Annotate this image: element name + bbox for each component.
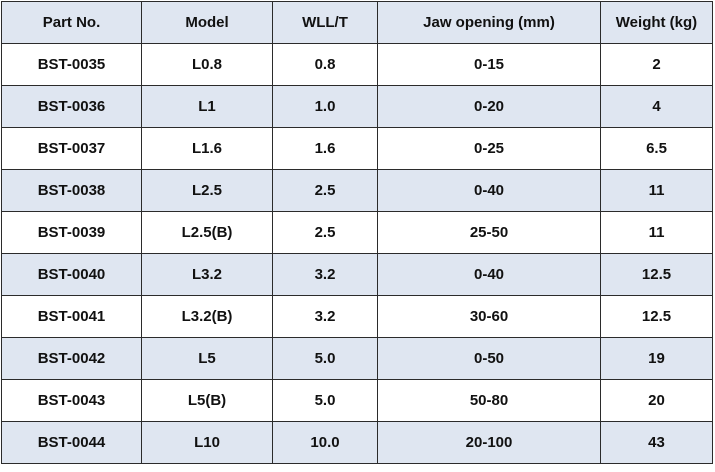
cell-wll: 1.6	[272, 127, 378, 170]
cell-model: L3.2(B)	[141, 295, 273, 338]
cell-weight: 19	[600, 337, 713, 380]
cell-wll: 0.8	[272, 43, 378, 86]
table-row: BST-0042 L5 5.0 0-50 19	[1, 337, 713, 380]
cell-part-no: BST-0040	[1, 253, 142, 296]
cell-wll: 3.2	[272, 253, 378, 296]
cell-part-no: BST-0042	[1, 337, 142, 380]
cell-model: L2.5(B)	[141, 211, 273, 254]
cell-jaw-opening: 0-40	[377, 253, 601, 296]
cell-model: L3.2	[141, 253, 273, 296]
table-row: BST-0040 L3.2 3.2 0-40 12.5	[1, 253, 713, 296]
cell-part-no: BST-0035	[1, 43, 142, 86]
cell-model: L10	[141, 421, 273, 464]
cell-model: L1	[141, 85, 273, 128]
header-wll: WLL/T	[272, 1, 378, 44]
cell-jaw-opening: 0-25	[377, 127, 601, 170]
cell-model: L5(B)	[141, 379, 273, 422]
cell-weight: 11	[600, 169, 713, 212]
cell-jaw-opening: 25-50	[377, 211, 601, 254]
table-header: Part No. Model WLL/T Jaw opening (mm) We…	[1, 1, 713, 44]
cell-model: L2.5	[141, 169, 273, 212]
cell-weight: 6.5	[600, 127, 713, 170]
header-part-no: Part No.	[1, 1, 142, 44]
table-row: BST-0037 L1.6 1.6 0-25 6.5	[1, 127, 713, 170]
cell-weight: 12.5	[600, 253, 713, 296]
cell-part-no: BST-0039	[1, 211, 142, 254]
cell-model: L1.6	[141, 127, 273, 170]
cell-jaw-opening: 20-100	[377, 421, 601, 464]
cell-jaw-opening: 50-80	[377, 379, 601, 422]
table-row: BST-0036 L1 1.0 0-20 4	[1, 85, 713, 128]
header-row: Part No. Model WLL/T Jaw opening (mm) We…	[1, 1, 713, 44]
header-model: Model	[141, 1, 273, 44]
cell-part-no: BST-0038	[1, 169, 142, 212]
table-row: BST-0044 L10 10.0 20-100 43	[1, 421, 713, 464]
table-row: BST-0039 L2.5(B) 2.5 25-50 11	[1, 211, 713, 254]
table-row: BST-0035 L0.8 0.8 0-15 2	[1, 43, 713, 86]
cell-weight: 11	[600, 211, 713, 254]
table-body: BST-0035 L0.8 0.8 0-15 2 BST-0036 L1 1.0…	[1, 43, 713, 464]
cell-jaw-opening: 0-50	[377, 337, 601, 380]
cell-wll: 2.5	[272, 211, 378, 254]
cell-part-no: BST-0044	[1, 421, 142, 464]
cell-wll: 10.0	[272, 421, 378, 464]
cell-part-no: BST-0043	[1, 379, 142, 422]
cell-wll: 5.0	[272, 379, 378, 422]
cell-wll: 1.0	[272, 85, 378, 128]
cell-part-no: BST-0041	[1, 295, 142, 338]
cell-model: L0.8	[141, 43, 273, 86]
table-row: BST-0041 L3.2(B) 3.2 30-60 12.5	[1, 295, 713, 338]
cell-wll: 3.2	[272, 295, 378, 338]
cell-jaw-opening: 0-15	[377, 43, 601, 86]
header-weight: Weight (kg)	[600, 1, 713, 44]
cell-part-no: BST-0037	[1, 127, 142, 170]
cell-weight: 2	[600, 43, 713, 86]
spec-table: Part No. Model WLL/T Jaw opening (mm) We…	[1, 1, 713, 464]
header-jaw-opening: Jaw opening (mm)	[377, 1, 601, 44]
cell-weight: 12.5	[600, 295, 713, 338]
cell-wll: 2.5	[272, 169, 378, 212]
cell-wll: 5.0	[272, 337, 378, 380]
table-row: BST-0043 L5(B) 5.0 50-80 20	[1, 379, 713, 422]
cell-weight: 4	[600, 85, 713, 128]
cell-weight: 43	[600, 421, 713, 464]
cell-jaw-opening: 30-60	[377, 295, 601, 338]
cell-jaw-opening: 0-40	[377, 169, 601, 212]
cell-part-no: BST-0036	[1, 85, 142, 128]
cell-weight: 20	[600, 379, 713, 422]
cell-jaw-opening: 0-20	[377, 85, 601, 128]
table-row: BST-0038 L2.5 2.5 0-40 11	[1, 169, 713, 212]
cell-model: L5	[141, 337, 273, 380]
